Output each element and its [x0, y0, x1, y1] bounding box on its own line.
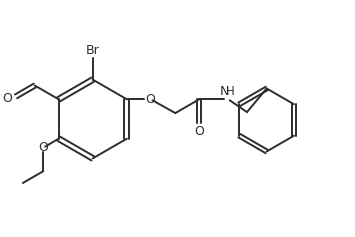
Text: O: O	[2, 92, 12, 105]
Text: H: H	[226, 85, 235, 98]
Text: O: O	[145, 93, 155, 106]
Text: O: O	[194, 125, 204, 138]
Text: O: O	[38, 141, 48, 154]
Text: Br: Br	[86, 44, 100, 57]
Text: N: N	[220, 85, 229, 98]
